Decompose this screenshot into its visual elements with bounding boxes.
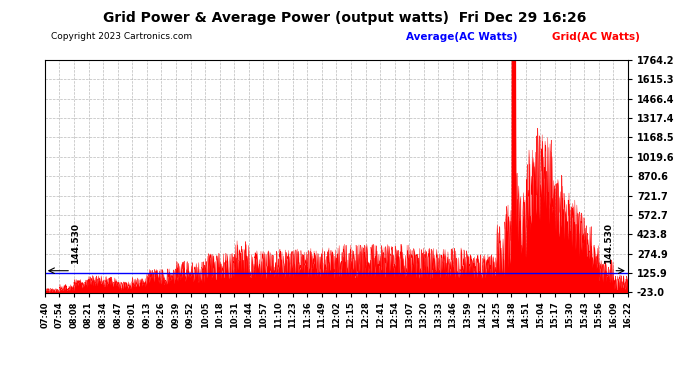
Text: Average(AC Watts): Average(AC Watts)	[406, 32, 518, 42]
Text: Grid(AC Watts): Grid(AC Watts)	[552, 32, 640, 42]
Text: 144.530: 144.530	[71, 223, 80, 264]
Text: Grid Power & Average Power (output watts)  Fri Dec 29 16:26: Grid Power & Average Power (output watts…	[104, 11, 586, 25]
Text: 144.530: 144.530	[604, 223, 613, 264]
Text: Copyright 2023 Cartronics.com: Copyright 2023 Cartronics.com	[50, 32, 192, 41]
